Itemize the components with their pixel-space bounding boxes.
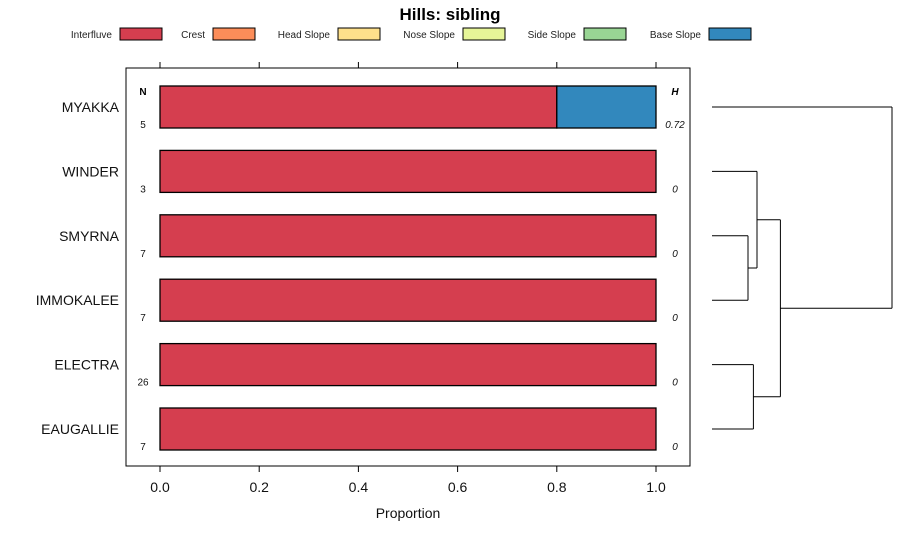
bar-myakka-interfluve (159, 85, 558, 129)
label-layer: MYAKKA 5 0.72 WINDER 3 0 SMYRNA 7 0 IMMOKALEE 7 0 EL… (36, 99, 685, 453)
legend-swatch-interfluve (119, 27, 163, 41)
n-value-immokalee: 7 (140, 313, 146, 324)
legend-item-side-slope: Side Slope (528, 27, 627, 41)
n-value-myakka: 5 (140, 120, 146, 131)
bar-eaugallie-interfluve (159, 407, 657, 451)
bar-immokalee-interfluve (159, 278, 657, 322)
legend-item-nose-slope: Nose Slope (403, 27, 506, 41)
legend-label-base-slope: Base Slope (650, 30, 702, 41)
x-axis: 0.0 0.2 0.4 0.6 0.8 1.0 (150, 62, 666, 495)
legend-item-base-slope: Base Slope (650, 27, 752, 41)
h-value-eaugallie: 0 (672, 442, 678, 453)
legend-item-crest: Crest (181, 27, 256, 41)
category-label-immokalee: IMMOKALEE (36, 292, 119, 308)
n-value-smyrna: 7 (140, 249, 146, 260)
legend-item-interfluve: Interfluve (71, 27, 163, 41)
n-value-eaugallie: 7 (140, 442, 146, 453)
legend-swatch-head-slope (337, 27, 381, 41)
legend-label-side-slope: Side Slope (528, 30, 577, 41)
x-tick-label: 0.0 (150, 479, 170, 495)
bar-electra-interfluve (159, 342, 657, 387)
bar-smyrna-interfluve (159, 214, 657, 258)
legend-swatch-side-slope (583, 27, 627, 41)
legend-swatch-nose-slope (462, 27, 506, 41)
category-label-electra: ELECTRA (54, 357, 119, 373)
legend-label-head-slope: Head Slope (278, 30, 331, 41)
bar-myakka-base-slope (556, 85, 657, 129)
h-column-header: H (671, 87, 679, 98)
legend-label-crest: Crest (181, 30, 205, 41)
h-value-smyrna: 0 (672, 249, 678, 260)
n-value-winder: 3 (140, 184, 146, 195)
x-tick-label: 1.0 (646, 479, 666, 495)
plot-frame (125, 67, 691, 467)
chart-title: Hills: sibling (399, 5, 500, 24)
h-value-winder: 0 (672, 184, 678, 195)
legend-swatch-base-slope (708, 27, 752, 41)
bar-winder-interfluve (159, 149, 657, 194)
category-label-smyrna: SMYRNA (59, 228, 120, 244)
legend-label-nose-slope: Nose Slope (403, 30, 455, 41)
h-value-myakka: 0.72 (665, 120, 685, 131)
legend-swatch-crest (212, 27, 256, 41)
h-value-immokalee: 0 (672, 313, 678, 324)
n-value-electra: 26 (137, 378, 149, 389)
legend-label-interfluve: Interfluve (71, 30, 113, 41)
legend-item-head-slope: Head Slope (278, 27, 381, 41)
legend: Interfluve Crest Head Slope Nose Slope Side … (71, 27, 752, 41)
h-value-electra: 0 (672, 378, 678, 389)
n-column-header: N (139, 87, 146, 98)
dendrogram (712, 106, 893, 430)
x-tick-label: 0.6 (448, 479, 468, 495)
x-tick-label: 0.2 (249, 479, 269, 495)
bar-layer (159, 85, 657, 451)
x-tick-label: 0.8 (547, 479, 567, 495)
category-label-winder: WINDER (62, 163, 119, 179)
category-label-eaugallie: EAUGALLIE (41, 421, 119, 437)
x-axis-title: Proportion (376, 505, 441, 521)
category-label-myakka: MYAKKA (62, 99, 120, 115)
x-tick-label: 0.4 (349, 479, 369, 495)
